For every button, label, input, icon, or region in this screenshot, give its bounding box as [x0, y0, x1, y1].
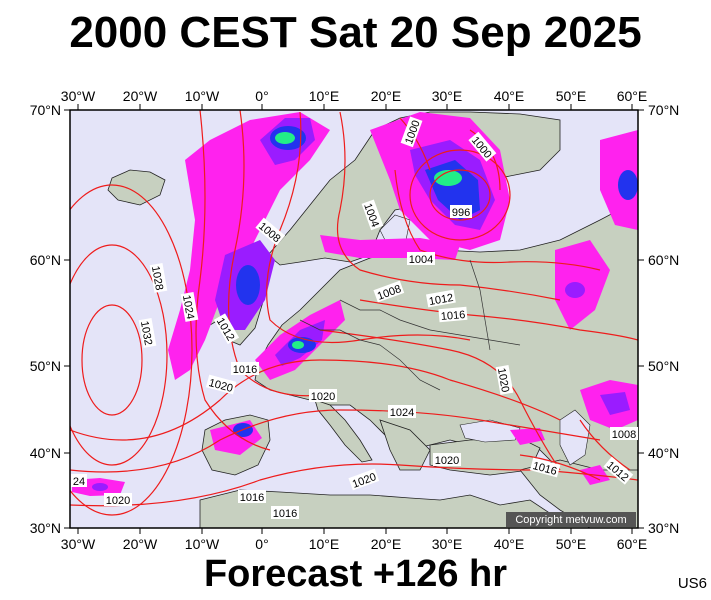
lon-label-top: 20°E [371, 88, 402, 104]
lon-label-bottom: 30°E [432, 536, 463, 552]
isobar-label: 1016 [240, 492, 264, 504]
lat-label-left: 70°N [30, 102, 61, 118]
isobar-label: 1032 [138, 320, 154, 346]
left-latitude-labels: 70°N 60°N 50°N 40°N 30°N [30, 102, 61, 536]
isobar-label: 1020 [106, 495, 130, 507]
right-latitude-labels: 70°N 60°N 50°N 40°N 30°N [648, 102, 679, 536]
lon-label-bottom: 10°E [309, 536, 340, 552]
isobar-label: 1016 [440, 309, 465, 323]
lat-label-left: 60°N [30, 252, 61, 268]
lon-label-top: 50°E [556, 88, 587, 104]
map-frame [69, 109, 639, 529]
lon-label-top: 10°E [309, 88, 340, 104]
lon-label-top: 20°W [123, 88, 158, 104]
isobars [70, 110, 638, 516]
lat-label-right: 60°N [648, 252, 679, 268]
lon-label-top: 60°E [617, 88, 648, 104]
isobar-label: 1024 [390, 407, 414, 419]
lon-label-bottom: 20°E [371, 536, 402, 552]
lon-label-bottom: 50°E [556, 536, 587, 552]
lon-label-top: 10°W [185, 88, 220, 104]
lon-label-bottom: 40°E [494, 536, 525, 552]
lat-label-right: 30°N [648, 520, 679, 536]
isobar-label: 24 [73, 476, 85, 488]
isobar-label: 1008 [612, 429, 636, 441]
country-borders [299, 259, 521, 391]
axis-ticks [64, 104, 644, 534]
map-title: 2000 CEST Sat 20 Sep 2025 [69, 8, 642, 57]
isobar-label: 1004 [409, 254, 433, 266]
copyright-text: Copyright metvuw.com [515, 514, 626, 526]
forecast-label: Forecast +126 hr [203, 553, 508, 595]
lon-label-top: 30°W [61, 88, 96, 104]
lat-label-left: 30°N [30, 520, 61, 536]
lon-label-bottom: 0° [255, 536, 268, 552]
isobar-label: 1016 [233, 364, 257, 376]
lon-label-bottom: 20°W [123, 536, 158, 552]
lat-label-right: 70°N [648, 102, 679, 118]
precipitation-shading [72, 112, 638, 496]
isobar-labels: 1000 1000 996 1004 1008 1004 1008 1012 1… [71, 116, 638, 520]
isobar-label: 1028 [149, 265, 165, 291]
isobar-label: 1024 [180, 294, 196, 320]
copyright-badge: Copyright metvuw.com [506, 512, 636, 527]
isobar-label: 1020 [311, 391, 335, 403]
bottom-longitude-labels: 30°W 20°W 10°W 0° 10°E 20°E 30°E 40°E 50… [61, 536, 647, 552]
top-longitude-labels: 30°W 20°W 10°W 0° 10°E 20°E 30°E 40°E 50… [61, 88, 647, 104]
isobar-label: 1020 [435, 455, 459, 467]
product-code: US6 [677, 575, 707, 592]
isobar-label: 1016 [273, 508, 297, 520]
lon-label-top: 40°E [494, 88, 525, 104]
isobar-label: 1020 [495, 367, 511, 393]
lon-label-bottom: 10°W [185, 536, 220, 552]
isobar-label: 1012 [428, 292, 454, 308]
lat-label-right: 50°N [648, 358, 679, 374]
lat-label-left: 50°N [30, 358, 61, 374]
lon-label-top: 30°E [432, 88, 463, 104]
lon-label-top: 0° [255, 88, 268, 104]
lat-label-right: 40°N [648, 445, 679, 461]
lon-label-bottom: 30°W [61, 536, 96, 552]
isobar-label: 996 [452, 207, 470, 219]
lat-label-left: 40°N [30, 445, 61, 461]
lon-label-bottom: 60°E [617, 536, 648, 552]
